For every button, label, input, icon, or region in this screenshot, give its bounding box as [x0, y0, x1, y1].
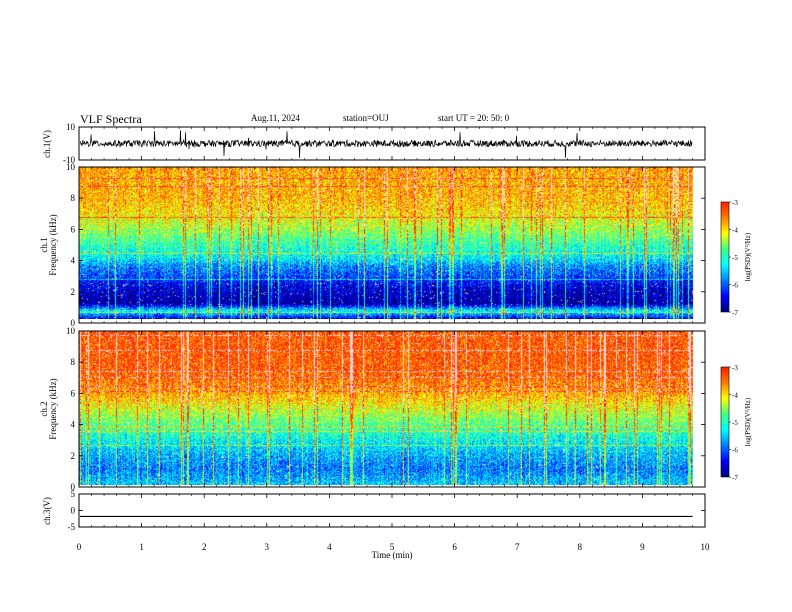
x-tick-label: 1 — [139, 542, 144, 552]
panel-frame — [78, 330, 706, 488]
ch1-colorbar-tick-label: -4 — [732, 227, 738, 235]
ch1-spec-ylabel: ch.1 — [39, 237, 49, 252]
ch1-spec-ytick-label: 2 — [71, 287, 76, 297]
figure-title: VLF Spectra — [80, 112, 142, 126]
ch1-colorbar-image — [721, 202, 729, 312]
ch2-spec-ytick-label: 10 — [66, 326, 76, 336]
ch1-ytick-label: -10 — [63, 155, 75, 165]
ch2-colorbar-image — [721, 367, 729, 477]
ch1-colorbar-tick-label: -6 — [732, 282, 738, 290]
panel-frame — [78, 166, 706, 324]
x-tick-label: 0 — [77, 542, 82, 552]
x-axis-label: Time (min) — [372, 550, 413, 560]
x-tick-label: 9 — [640, 542, 645, 552]
ch1-waveform-trace — [79, 130, 693, 159]
x-tick-label: 7 — [515, 542, 520, 552]
ch1-spec-ylabel: Frequency (kHz) — [48, 214, 58, 275]
ch3-ytick-label: 5 — [71, 489, 76, 499]
ch1-colorbar-tick-label: -5 — [732, 254, 738, 262]
ch2-colorbar-tick-label: -4 — [732, 392, 738, 400]
ch2-colorbar-tick-label: -3 — [732, 364, 738, 372]
ch2-spec-ylabel: ch.2 — [39, 401, 49, 416]
ch3-ytick-label: -5 — [68, 522, 76, 532]
ch1-spec-ytick-label: 4 — [71, 256, 76, 266]
ch3-ylabel: ch.3(V) — [42, 497, 52, 525]
ch2-colorbar-tick-label: -5 — [732, 419, 738, 427]
x-tick-label: 10 — [701, 542, 711, 552]
x-tick-label: 5 — [390, 542, 395, 552]
ch1-spec-ytick-label: 8 — [71, 193, 76, 203]
ch1-spec-ytick-label: 0 — [71, 318, 76, 328]
ch2-colorbar-frame — [720, 366, 730, 478]
ch2-colorbar-tick-label: -7 — [732, 474, 738, 482]
station-label: station=OUJ — [343, 113, 389, 123]
x-tick-label: 4 — [327, 542, 332, 552]
ch1-colorbar-label: log(PSD)(V²/Hz) — [744, 232, 752, 281]
ch1-ylabel: ch.1(V) — [42, 130, 52, 158]
ch1-spectrogram-image — [79, 167, 695, 319]
ch3-ytick-label: 0 — [71, 506, 76, 516]
ch1-spec-ytick-label: 6 — [71, 224, 76, 234]
ch1-colorbar-tick-label: -3 — [732, 199, 738, 207]
ch2-spec-ytick-label: 6 — [71, 388, 76, 398]
ch1-ytick-label: 10 — [66, 122, 76, 132]
x-tick-label: 8 — [578, 542, 583, 552]
ch1-colorbar-tick-label: -7 — [732, 309, 738, 317]
ch2-colorbar-label: log(PSD)(V²/Hz) — [744, 397, 752, 446]
ch1-spec-ytick-label: 10 — [66, 162, 76, 172]
x-tick-label: 6 — [452, 542, 457, 552]
ch2-spec-ytick-label: 0 — [71, 482, 76, 492]
ch2-spec-ytick-label: 2 — [71, 451, 76, 461]
start-time-label: start UT = 20: 50: 0 — [438, 113, 510, 123]
ch2-spectrogram-image — [79, 331, 695, 485]
x-tick-label: 3 — [265, 542, 270, 552]
ch1-colorbar-frame — [720, 201, 730, 313]
x-tick-label: 2 — [202, 542, 207, 552]
ch2-spec-ytick-label: 4 — [71, 420, 76, 430]
ch2-spec-ylabel: Frequency (kHz) — [48, 378, 58, 439]
panel-frame — [78, 493, 706, 528]
date-label: Aug.11, 2024 — [251, 113, 300, 123]
ch2-colorbar-tick-label: -6 — [732, 447, 738, 455]
ch2-spec-ytick-label: 8 — [71, 357, 76, 367]
